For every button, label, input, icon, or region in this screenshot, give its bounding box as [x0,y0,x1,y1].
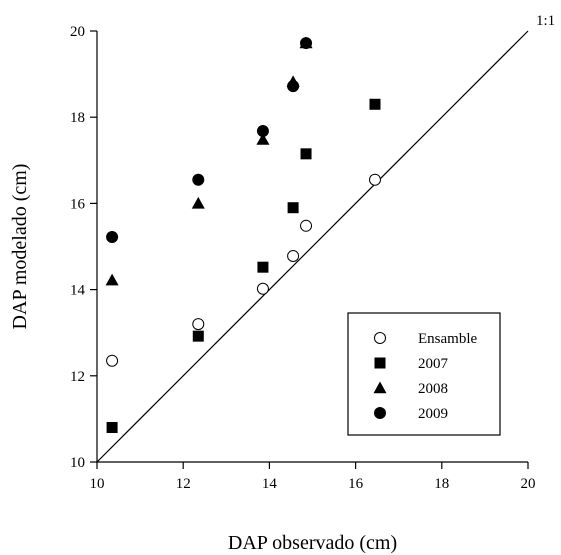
point-ensamble [106,354,119,367]
point-2007 [369,98,381,110]
point-2009 [256,124,269,137]
x-axis-label: DAP observado (cm) [228,532,397,554]
y-tick-label: 14 [70,283,86,299]
x-tick-label: 20 [521,476,536,492]
series-ensamble [106,173,381,367]
legend-marker-2008 [373,381,387,394]
point-2008 [256,133,270,145]
point-ensamble [287,249,300,262]
legend-label-ensamble: Ensamble [418,331,477,347]
point-2007 [287,202,299,214]
point-2007 [106,422,118,434]
point-2009 [300,37,313,50]
point-2008 [105,273,119,286]
legend-label-2007: 2007 [418,356,449,372]
point-2009 [106,231,119,244]
x-tick-label: 16 [348,476,364,492]
point-ensamble [368,173,381,186]
point-2007 [300,148,312,160]
x-tick-label: 18 [434,476,449,492]
x-tick-label: 14 [262,476,278,492]
series-2007 [106,98,381,434]
point-ensamble [192,318,205,331]
y-tick-label: 10 [70,455,85,471]
point-ensamble [256,282,269,295]
point-ensamble [300,219,313,232]
legend-label-2009: 2009 [418,406,448,422]
point-2007 [192,330,204,342]
legend-label-2008: 2008 [418,381,448,397]
series-2008 [105,36,313,286]
point-2009 [287,80,300,93]
point-2009 [192,173,205,186]
point-2007 [257,261,269,273]
legend-marker-ensamble [374,332,386,344]
legend-box [347,312,501,436]
legend-marker-2009 [374,407,386,419]
x-tick-label: 10 [90,476,105,492]
series-2009 [106,37,313,244]
reference-line-label: 1:1 [536,13,555,29]
x-tick-label: 12 [176,476,191,492]
y-tick-label: 12 [70,369,85,385]
y-tick-label: 20 [70,24,85,40]
y-tick-label: 18 [70,110,85,126]
y-axis-label: DAP modelado (cm) [9,164,31,330]
point-2008 [191,196,205,209]
reference-line-1-1 [96,30,529,463]
legend: Ensamble 2007 2008 2009 [347,312,501,436]
legend-marker-2007 [374,357,386,369]
y-tick-label: 16 [70,196,86,212]
plot-area: 10 12 14 16 18 20 10 12 14 16 18 20 DAP observado (c… [9,13,555,554]
